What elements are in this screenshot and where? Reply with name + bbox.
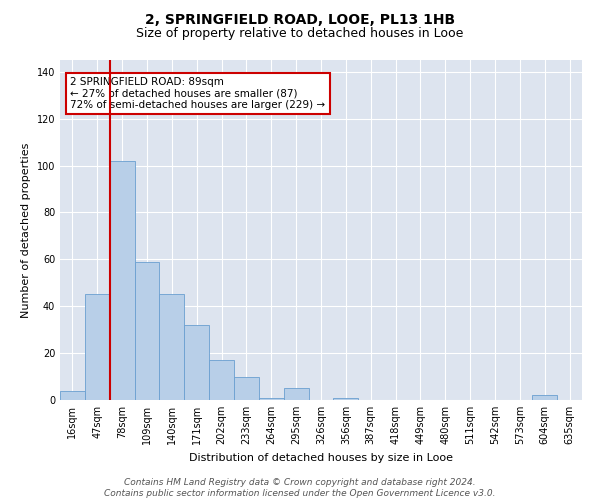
Bar — [334, 398, 358, 400]
Bar — [85, 294, 110, 400]
Text: 2 SPRINGFIELD ROAD: 89sqm
← 27% of detached houses are smaller (87)
72% of semi-: 2 SPRINGFIELD ROAD: 89sqm ← 27% of detac… — [70, 77, 326, 110]
Bar — [209, 360, 234, 400]
Bar — [532, 396, 557, 400]
Bar — [134, 262, 160, 400]
Bar — [184, 325, 209, 400]
Y-axis label: Number of detached properties: Number of detached properties — [21, 142, 31, 318]
Bar — [110, 161, 134, 400]
Bar — [284, 388, 308, 400]
Text: Size of property relative to detached houses in Looe: Size of property relative to detached ho… — [136, 28, 464, 40]
Bar — [160, 294, 184, 400]
Text: 2, SPRINGFIELD ROAD, LOOE, PL13 1HB: 2, SPRINGFIELD ROAD, LOOE, PL13 1HB — [145, 12, 455, 26]
X-axis label: Distribution of detached houses by size in Looe: Distribution of detached houses by size … — [189, 452, 453, 462]
Text: Contains HM Land Registry data © Crown copyright and database right 2024.
Contai: Contains HM Land Registry data © Crown c… — [104, 478, 496, 498]
Bar — [259, 398, 284, 400]
Bar — [234, 376, 259, 400]
Bar — [60, 390, 85, 400]
